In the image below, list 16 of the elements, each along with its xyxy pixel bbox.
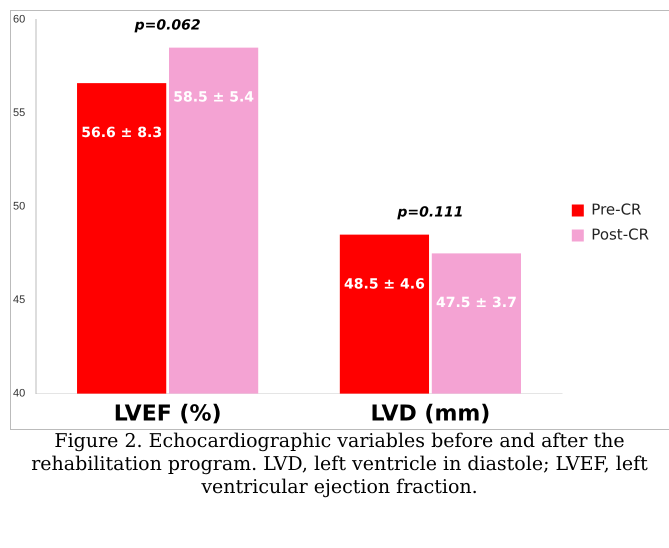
data-label: 56.6 ± 8.3 xyxy=(81,124,162,141)
legend-label: Pre-CR xyxy=(591,200,642,218)
caption: Figure 2. Echocardiographic variables before and after the rehabilitation program. LVD, left ventricle in diastole; LVEF, left ventricular ejection fraction. xyxy=(30,430,649,499)
y-tick-label: 45 xyxy=(12,294,26,306)
data-label: 58.5 ± 5.4 xyxy=(173,89,254,106)
y-tick-label: 40 xyxy=(12,388,26,400)
x-tick-label: LVD (mm) xyxy=(370,402,490,427)
annotation: p=0.111 xyxy=(396,204,464,220)
annotation: p=0.062 xyxy=(134,17,201,34)
y-tick-label: 55 xyxy=(12,107,26,120)
x-tick-label: LVEF (%) xyxy=(114,402,222,427)
legend-label: Post-CR xyxy=(591,225,650,244)
y-tick-label: 60 xyxy=(12,14,26,26)
data-label: 48.5 ± 4.6 xyxy=(344,276,425,292)
data-label: 47.5 ± 3.7 xyxy=(436,294,517,311)
y-tick-label: 50 xyxy=(12,200,26,213)
